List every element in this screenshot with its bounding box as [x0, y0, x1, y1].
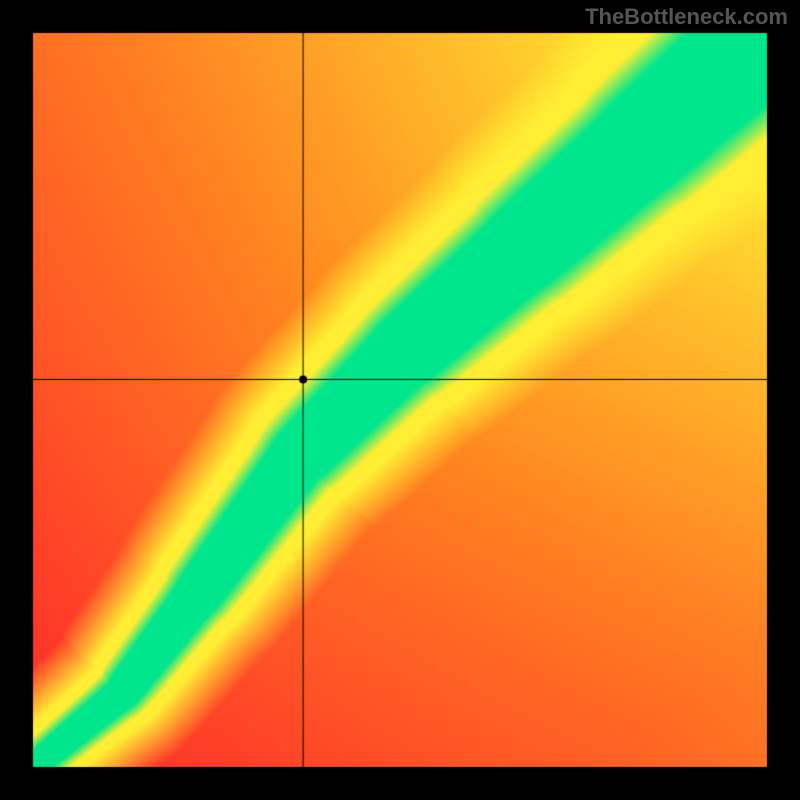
- heatmap-canvas: [0, 0, 800, 800]
- chart-container: TheBottleneck.com: [0, 0, 800, 800]
- watermark-text: TheBottleneck.com: [585, 4, 788, 30]
